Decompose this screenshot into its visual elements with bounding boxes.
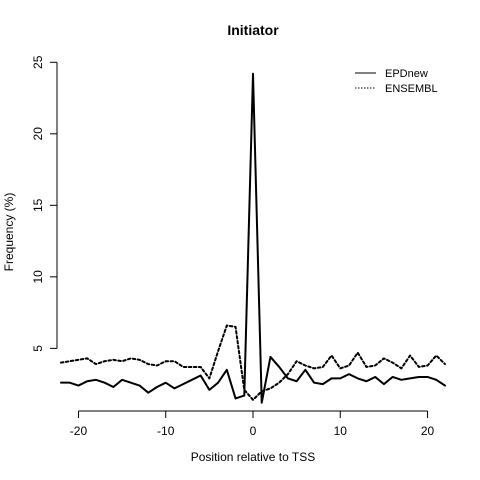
series-layer bbox=[60, 72, 446, 404]
y-tick-label: 20 bbox=[31, 127, 45, 141]
x-tick-label: 10 bbox=[334, 424, 348, 438]
y-tick-label: 25 bbox=[31, 55, 45, 69]
y-tick-label: 5 bbox=[31, 345, 45, 352]
chart-title: Initiator bbox=[227, 22, 279, 38]
y-axis-label: Frequency (%) bbox=[2, 193, 16, 272]
legend-label-ensembl: ENSEMBL bbox=[385, 83, 438, 95]
x-axis-label: Position relative to TSS bbox=[191, 450, 316, 464]
x-tick-label: 0 bbox=[250, 424, 257, 438]
y-axis: 5 10 15 20 25 bbox=[31, 55, 58, 352]
series-line-ensembl bbox=[60, 324, 446, 401]
y-tick-label: 10 bbox=[31, 270, 45, 284]
y-tick-label: 15 bbox=[31, 198, 45, 212]
x-axis: -20 -10 0 10 20 bbox=[70, 410, 435, 438]
x-tick-label: 20 bbox=[421, 424, 435, 438]
legend: EPDnew ENSEMBL bbox=[355, 68, 438, 95]
x-tick-label: -10 bbox=[157, 424, 175, 438]
x-tick-label: -20 bbox=[70, 424, 88, 438]
series-line-epdnew bbox=[60, 72, 446, 404]
legend-label-epdnew: EPDnew bbox=[385, 68, 428, 80]
